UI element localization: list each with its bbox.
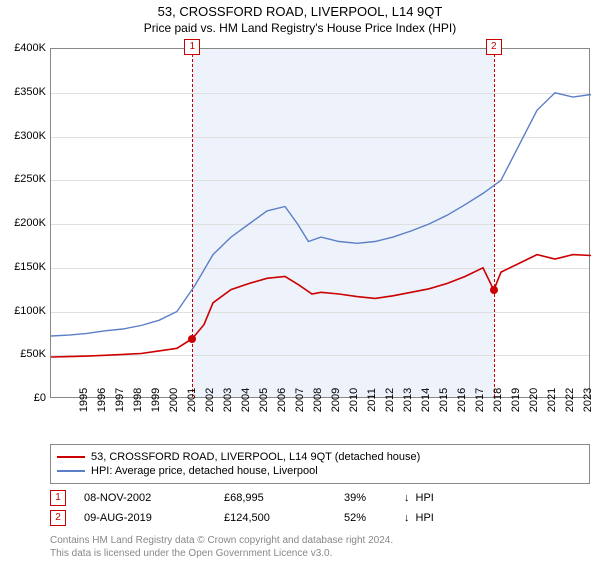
sale-price-2: £124,500 <box>224 512 344 524</box>
y-tick-label: £200K <box>14 217 46 229</box>
sale-pct-1: 39% <box>344 492 404 504</box>
footer-line-1: Contains HM Land Registry data © Crown c… <box>50 534 590 547</box>
x-tick-label: 2025 <box>590 388 600 412</box>
plot-region: 12 <box>50 48 590 398</box>
sale-date-1: 08-NOV-2002 <box>84 492 224 504</box>
event-marker-box: 2 <box>486 39 502 55</box>
chart-area: 12 £0£50K£100K£150K£200K£250K£300K£350K£… <box>50 48 590 398</box>
sale-pct-2: 52% <box>344 512 404 524</box>
series-hpi <box>51 93 591 336</box>
y-tick-label: £50K <box>20 348 46 360</box>
sale-dot <box>490 286 498 294</box>
chart-container: 53, CROSSFORD ROAD, LIVERPOOL, L14 9QT P… <box>0 4 600 564</box>
sale-vs-2: HPI <box>416 512 434 524</box>
legend-row-hpi: HPI: Average price, detached house, Live… <box>57 465 583 477</box>
sale-marker-2: 2 <box>50 510 66 526</box>
y-tick-label: £300K <box>14 130 46 142</box>
y-tick-label: £0 <box>34 392 46 404</box>
y-tick-label: £350K <box>14 86 46 98</box>
footer-attribution: Contains HM Land Registry data © Crown c… <box>50 534 590 560</box>
sale-date-2: 09-AUG-2019 <box>84 512 224 524</box>
event-marker-box: 1 <box>184 39 200 55</box>
chart-title: 53, CROSSFORD ROAD, LIVERPOOL, L14 9QT <box>0 4 600 19</box>
y-tick-label: £250K <box>14 173 46 185</box>
legend-swatch-property <box>57 456 85 458</box>
footer-line-2: This data is licensed under the Open Gov… <box>50 547 590 560</box>
sale-marker-1: 1 <box>50 490 66 506</box>
sale-price-1: £68,995 <box>224 492 344 504</box>
series-property <box>51 255 591 357</box>
y-tick-label: £150K <box>14 261 46 273</box>
line-layer <box>51 49 591 399</box>
y-tick-label: £400K <box>14 42 46 54</box>
down-arrow-icon: ↓ <box>404 512 410 524</box>
sale-row-1: 1 08-NOV-2002 £68,995 39% ↓ HPI <box>50 490 590 506</box>
legend-label-hpi: HPI: Average price, detached house, Live… <box>91 465 318 477</box>
sale-row-2: 2 09-AUG-2019 £124,500 52% ↓ HPI <box>50 510 590 526</box>
sale-vs-1: HPI <box>416 492 434 504</box>
down-arrow-icon: ↓ <box>404 492 410 504</box>
legend-swatch-hpi <box>57 470 85 472</box>
y-tick-label: £100K <box>14 305 46 317</box>
legend-label-property: 53, CROSSFORD ROAD, LIVERPOOL, L14 9QT (… <box>91 451 420 463</box>
legend-box: 53, CROSSFORD ROAD, LIVERPOOL, L14 9QT (… <box>50 444 590 484</box>
chart-subtitle: Price paid vs. HM Land Registry's House … <box>0 21 600 35</box>
sale-dot <box>188 335 196 343</box>
legend-row-property: 53, CROSSFORD ROAD, LIVERPOOL, L14 9QT (… <box>57 451 583 463</box>
